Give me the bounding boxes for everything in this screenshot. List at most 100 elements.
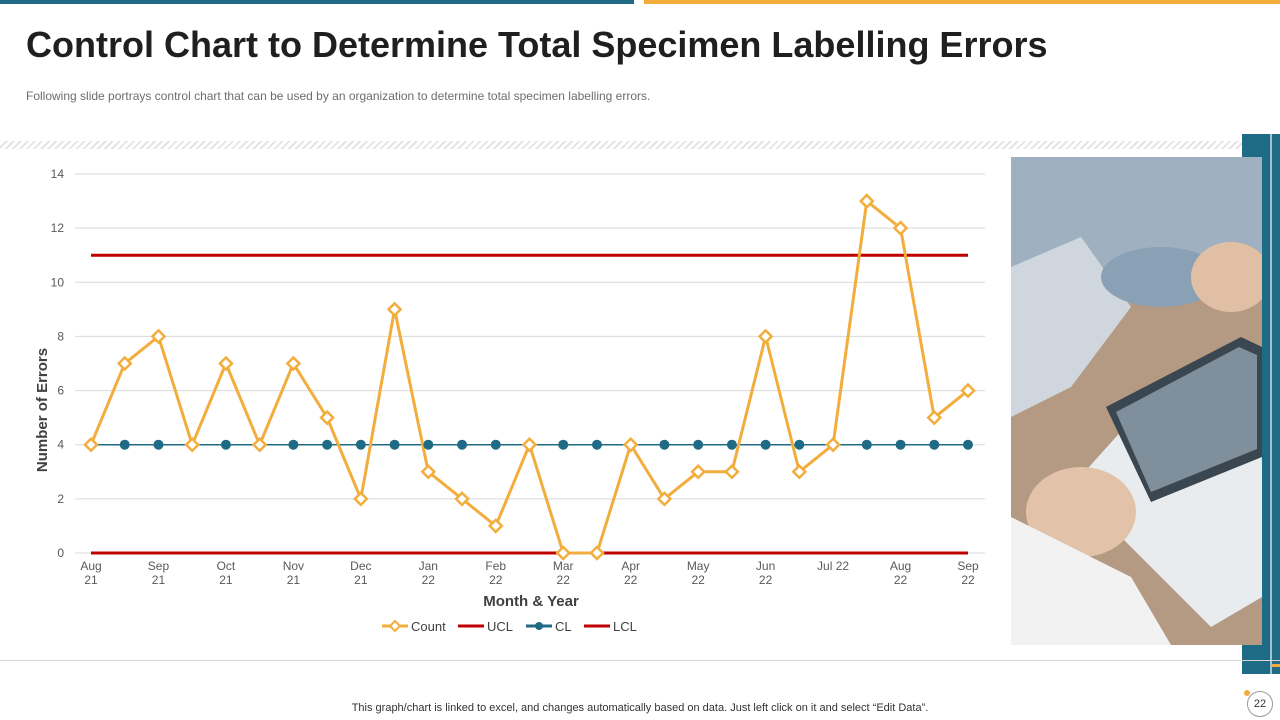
legend-item-count: Count xyxy=(382,619,446,634)
control-chart[interactable]: 0 2 4 6 8 10 12 14 Aug 21 Sep 21 Oct 21 Nov 21 Dec 21 Jan… xyxy=(0,150,1000,650)
count-point[interactable] xyxy=(859,193,875,209)
footer-rule xyxy=(0,660,1280,661)
x-tick-label: Jul 22 xyxy=(817,559,849,573)
cl-point xyxy=(153,439,164,450)
legend-item-ucl: UCL xyxy=(458,619,513,634)
count-point[interactable] xyxy=(251,436,268,453)
legend-label: LCL xyxy=(613,619,637,634)
cl-point xyxy=(726,439,737,450)
chart-legend: Count UCL CL LCL xyxy=(382,619,637,634)
y-tick-label: 0 xyxy=(57,546,64,560)
chart-series xyxy=(83,193,976,561)
tablet-business-photo xyxy=(1011,157,1262,645)
count-point[interactable] xyxy=(960,382,976,399)
y-tick-label: 2 xyxy=(57,492,64,506)
x-tick-label: Aug 21 xyxy=(80,559,101,587)
y-tick-label: 8 xyxy=(57,329,64,343)
count-point[interactable] xyxy=(555,545,571,561)
page-number: 22 xyxy=(1247,691,1273,717)
x-tick-label: Feb 22 xyxy=(485,559,506,587)
footnote: This graph/chart is linked to excel, and… xyxy=(351,702,929,714)
cl-point xyxy=(558,439,569,450)
count-point[interactable] xyxy=(353,491,369,507)
count-point[interactable] xyxy=(116,355,133,372)
count-point[interactable] xyxy=(420,464,437,480)
legend-item-lcl: LCL xyxy=(584,619,637,634)
cl-point xyxy=(490,439,501,450)
count-point[interactable] xyxy=(285,355,302,372)
legend-marker xyxy=(535,622,543,630)
y-tick-label: 4 xyxy=(57,438,64,452)
count-point[interactable] xyxy=(622,436,639,453)
cl-point xyxy=(389,439,400,450)
top-accent-bar-orange xyxy=(644,0,1280,4)
count-point[interactable] xyxy=(656,491,673,507)
page-number-dot xyxy=(1244,690,1250,696)
photo-frame-line xyxy=(1270,134,1272,674)
top-accent-bar-blue xyxy=(0,0,634,4)
cl-point xyxy=(119,439,130,450)
cl-point xyxy=(693,439,704,450)
count-point[interactable] xyxy=(218,355,234,372)
count-point[interactable] xyxy=(892,220,909,236)
y-tick-label: 6 xyxy=(57,384,64,398)
y-tick-label: 12 xyxy=(51,221,65,235)
count-point[interactable] xyxy=(589,545,605,561)
count-point[interactable] xyxy=(690,464,706,480)
cl-point xyxy=(963,439,973,450)
cl-point xyxy=(322,439,333,450)
cl-point xyxy=(220,439,231,450)
y-tick-label: 14 xyxy=(51,167,65,181)
page-subtitle: Following slide portrays control chart t… xyxy=(26,89,651,103)
x-axis-ticks: Aug 21 Sep 21 Oct 21 Nov 21 Dec 21 Jan 22 Feb 22 Mar 22… xyxy=(80,559,979,587)
photo-illustration-icon xyxy=(1011,157,1262,645)
x-tick-label: Apr 22 xyxy=(621,559,640,587)
x-tick-label: Sep 22 xyxy=(957,559,979,587)
cl-point xyxy=(355,439,366,450)
y-axis-ticks: 0 2 4 6 8 10 12 14 xyxy=(51,167,65,560)
chart-gridlines xyxy=(75,173,985,554)
count-point[interactable] xyxy=(488,518,504,534)
y-axis-title: Number of Errors xyxy=(34,348,51,472)
x-tick-label: Sep 21 xyxy=(148,559,170,587)
x-tick-label: Mar 22 xyxy=(553,559,574,587)
cl-point xyxy=(861,439,872,450)
x-tick-label: May 22 xyxy=(687,559,710,587)
count-point[interactable] xyxy=(757,328,774,345)
legend-item-cl: CL xyxy=(526,619,572,634)
legend-label: Count xyxy=(411,619,446,634)
count-point[interactable] xyxy=(825,436,841,453)
count-point[interactable] xyxy=(83,436,99,453)
legend-marker xyxy=(388,619,402,633)
cl-point xyxy=(794,439,805,450)
cl-point xyxy=(591,439,602,450)
x-axis-title: Month & Year xyxy=(483,593,579,610)
count-point[interactable] xyxy=(386,301,403,318)
y-tick-label: 10 xyxy=(51,275,65,289)
cl-point xyxy=(929,439,940,450)
page-title: Control Chart to Determine Total Specime… xyxy=(26,24,1048,65)
cl-point xyxy=(895,439,906,450)
x-tick-label: Dec 21 xyxy=(350,559,371,587)
count-point[interactable] xyxy=(791,464,808,480)
count-point[interactable] xyxy=(319,409,335,426)
cl-point xyxy=(659,439,670,450)
count-point[interactable] xyxy=(521,436,538,453)
count-point[interactable] xyxy=(150,328,167,345)
cl-point xyxy=(760,439,771,450)
legend-label: CL xyxy=(555,619,572,634)
cl-point xyxy=(288,439,299,450)
x-tick-label: Nov 21 xyxy=(283,559,304,587)
cl-point xyxy=(457,439,468,450)
x-tick-label: Jun 22 xyxy=(756,559,775,587)
x-tick-label: Aug 22 xyxy=(890,559,911,587)
count-point[interactable] xyxy=(724,464,740,480)
x-tick-label: Jan 22 xyxy=(419,559,438,587)
cl-point xyxy=(423,439,434,450)
x-tick-label: Oct 21 xyxy=(217,559,236,587)
legend-label: UCL xyxy=(487,619,513,634)
count-point[interactable] xyxy=(926,409,943,426)
hatch-divider xyxy=(0,141,1280,149)
count-point[interactable] xyxy=(454,491,470,507)
count-point[interactable] xyxy=(184,436,200,453)
